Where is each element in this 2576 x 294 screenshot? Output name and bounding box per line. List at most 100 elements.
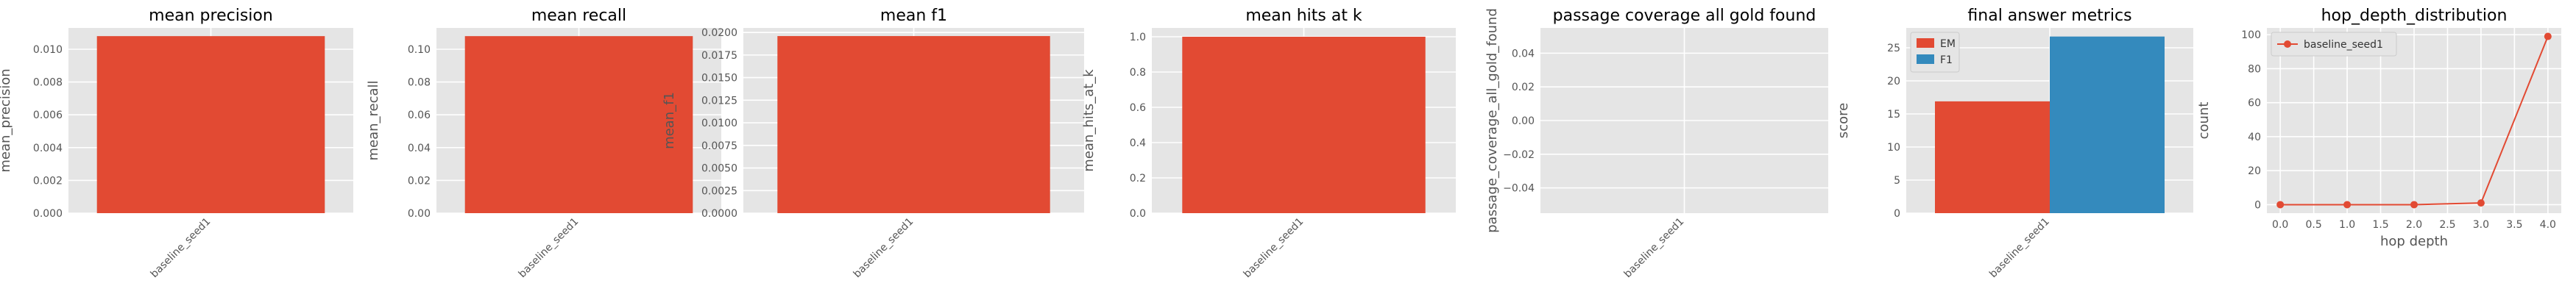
y-tick-label: 0.6: [1130, 102, 1146, 114]
y-tick-label: 100: [2241, 29, 2261, 41]
x-tick-label: baseline_seed1: [1242, 216, 1306, 281]
y-tick-label: 0.0000: [701, 208, 737, 220]
y-axis-label: count: [2196, 102, 2212, 140]
y-tick-label: 0: [2254, 199, 2261, 211]
y-tick-label: 0.06: [408, 110, 431, 121]
y-tick-label: 0.00: [1512, 115, 1535, 127]
x-tick-label: 2.0: [2406, 219, 2422, 231]
y-tick-label: 40: [2248, 132, 2261, 143]
y-tick-label: 0.002: [33, 175, 63, 187]
legend-swatch: [1917, 38, 1934, 48]
chart-panel-1: mean precision 0.000 0.002 0.004 0.006 0.008 0…: [0, 7, 353, 280]
chart-title: mean recall: [531, 7, 626, 25]
y-axis-label: passage_coverage_all_gold_found: [1485, 8, 1500, 233]
data-point: [2276, 201, 2285, 209]
data-point: [2544, 32, 2552, 40]
y-tick-label: 0.8: [1130, 67, 1146, 79]
y-tick-label: 0.010: [33, 44, 63, 56]
y-tick-label: 0.10: [408, 44, 431, 56]
chart-panel-7: hop_depth_distribution 0 20 40 60 80 100 count 0…: [2196, 7, 2561, 249]
x-tick-label: baseline_seed1: [1987, 216, 2052, 281]
x-tick-label: baseline_seed1: [1622, 216, 1687, 281]
x-tick-label: baseline_seed1: [517, 216, 581, 281]
x-tick-label: 1.5: [2372, 219, 2388, 231]
x-tick-label: 3.5: [2506, 219, 2522, 231]
x-tick-label: 3.0: [2473, 219, 2489, 231]
y-tick-label: −0.02: [1503, 149, 1535, 161]
legend-entry: EM: [1940, 38, 1956, 50]
legend-marker: [2284, 40, 2291, 48]
y-tick-label: 0.0025: [701, 185, 737, 197]
y-tick-label: 0.4: [1130, 137, 1146, 149]
y-tick-label: 0.008: [33, 77, 63, 89]
y-axis-label: mean_recall: [366, 80, 381, 160]
y-tick-label: 5: [1894, 175, 1900, 187]
bar: [1182, 37, 1426, 213]
y-axis-label: mean_f1: [662, 92, 677, 149]
legend-entry: F1: [1940, 54, 1953, 66]
legend-entry: baseline_seed1: [2304, 39, 2383, 51]
y-tick-label: 0.000: [33, 208, 63, 220]
x-tick-label: 4.0: [2540, 219, 2556, 231]
y-tick-label: 0.08: [408, 77, 431, 89]
bar-em: [1935, 101, 2050, 213]
y-tick-label: 0.2: [1130, 173, 1146, 184]
x-tick-label: 2.5: [2439, 219, 2455, 231]
chart-title: mean precision: [149, 7, 273, 25]
chart-panel-4: mean hits at k 0.0 0.2 0.4 0.6 0.8 1.0 mean_hit…: [1081, 7, 1456, 280]
y-tick-label: 0.0175: [701, 50, 737, 62]
legend-frame: [2271, 32, 2397, 57]
y-tick-label: 0.0050: [701, 163, 737, 175]
data-point: [2477, 199, 2485, 207]
y-axis-label: score: [1836, 103, 1851, 138]
y-tick-label: 25: [1887, 43, 1900, 54]
y-tick-label: 0.04: [408, 143, 431, 154]
x-tick-label: 0.0: [2272, 219, 2288, 231]
y-tick-label: 0.004: [33, 143, 63, 154]
bar: [96, 36, 325, 213]
x-tick-label: baseline_seed1: [852, 216, 916, 281]
legend: baseline_seed1: [2271, 32, 2397, 57]
bar: [777, 36, 1050, 213]
y-tick-label: 0.0125: [701, 95, 737, 107]
y-tick-label: 0.0100: [701, 118, 737, 129]
y-tick-label: 60: [2248, 98, 2261, 110]
y-tick-label: 20: [2248, 165, 2261, 177]
y-tick-label: 20: [1887, 76, 1900, 87]
chart-title: final answer metrics: [1967, 7, 2131, 25]
data-point: [2343, 201, 2352, 209]
bar-f1: [2050, 36, 2165, 214]
chart-panel-5: passage coverage all gold found −0.04 −0.0…: [1485, 7, 1828, 280]
y-tick-label: 0.0200: [701, 27, 737, 39]
y-tick-label: 0.04: [1512, 48, 1535, 60]
y-tick-label: 0.0150: [701, 73, 737, 85]
y-axis-label: mean_precision: [0, 68, 13, 172]
y-tick-label: 15: [1887, 109, 1900, 121]
y-tick-label: 0: [1894, 208, 1900, 220]
bar: [464, 36, 693, 213]
chart-title: mean hits at k: [1245, 7, 1362, 25]
chart-panel-3: mean f1 0.0000 0.0025 0.0050 0.0075 0.0100 0.0…: [662, 7, 1084, 280]
x-axis-label: hop depth: [2380, 234, 2448, 249]
legend-swatch: [1917, 54, 1934, 64]
y-tick-label: 0.0075: [701, 140, 737, 152]
chart-title: passage coverage all gold found: [1553, 7, 1816, 25]
chart-panel-6: final answer metrics 0 5 10 15 20 25 score EM F1 b…: [1836, 7, 2193, 280]
y-tick-label: −0.04: [1503, 183, 1535, 195]
y-tick-label: 0.02: [1512, 82, 1535, 93]
y-tick-label: 0.0: [1130, 208, 1146, 220]
x-tick-label: 0.5: [2306, 219, 2322, 231]
data-point: [2410, 201, 2418, 209]
y-tick-label: 10: [1887, 142, 1900, 154]
y-tick-label: 0.00: [408, 208, 431, 220]
x-tick-label: baseline_seed1: [149, 216, 213, 281]
x-tick-label: 1.0: [2339, 219, 2355, 231]
legend: EM F1: [1910, 32, 1960, 73]
y-axis-label: mean_hits_at_k: [1081, 69, 1097, 172]
chart-title: mean f1: [880, 7, 947, 25]
y-tick-label: 0.006: [33, 110, 63, 121]
y-tick-label: 1.0: [1130, 32, 1146, 43]
chart-title: hop_depth_distribution: [2321, 7, 2508, 25]
y-tick-label: 0.02: [408, 175, 431, 187]
